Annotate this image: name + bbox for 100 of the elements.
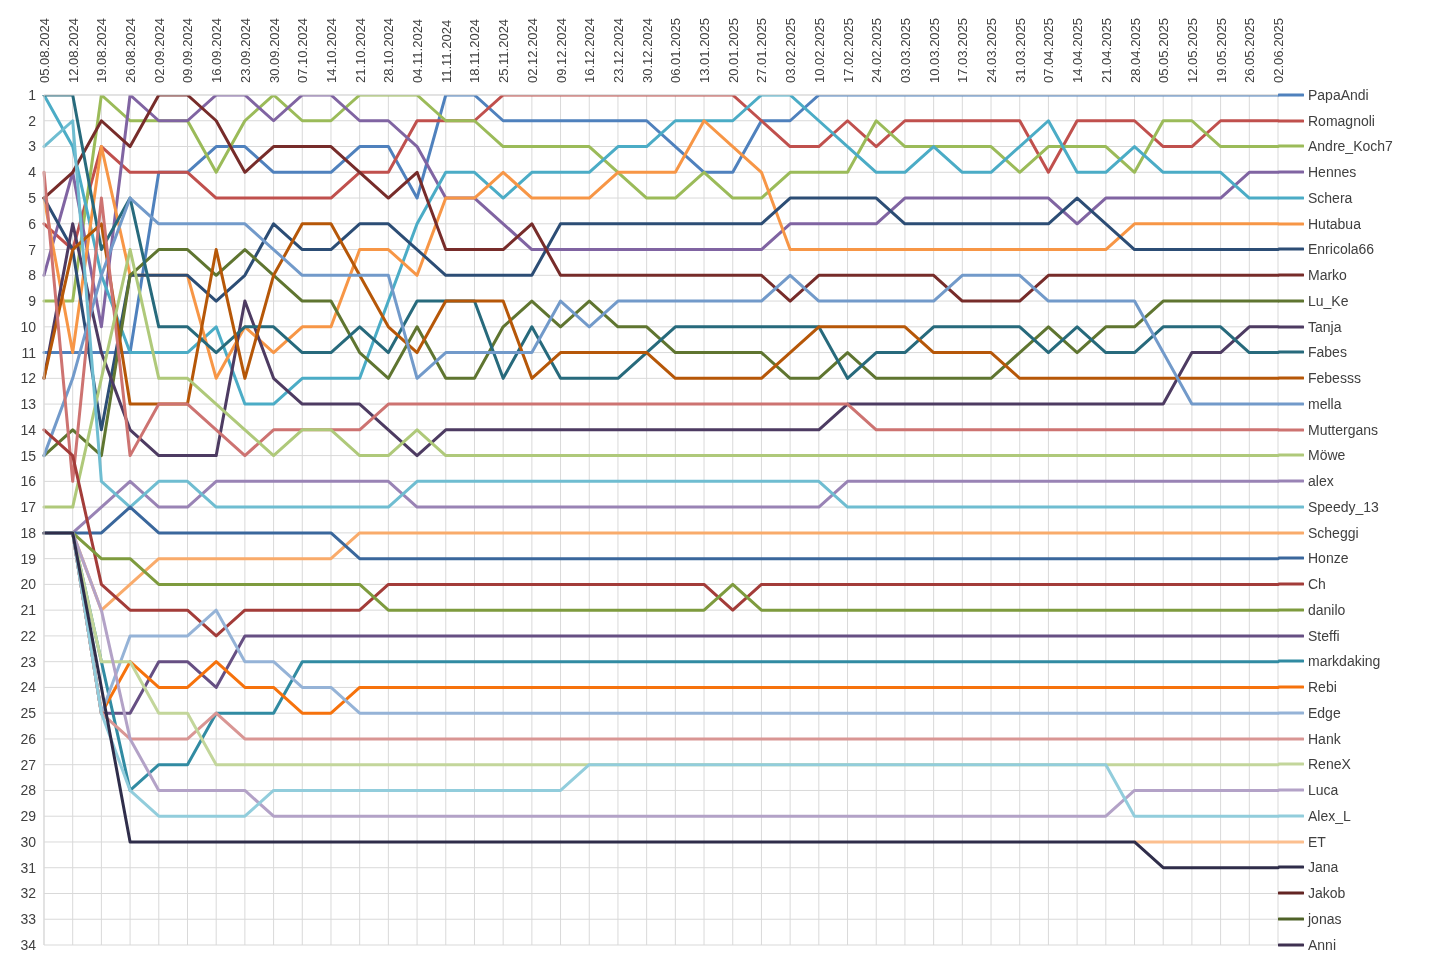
y-tick-label: 17 <box>20 499 37 516</box>
x-tick-label: 12.08.2024 <box>65 17 81 83</box>
x-tick-label: 19.08.2024 <box>94 17 110 83</box>
y-tick-label: 23 <box>20 653 37 670</box>
legend-label: PapaAndi <box>1308 86 1369 103</box>
y-tick-label: 30 <box>20 833 37 850</box>
y-tick-label: 4 <box>28 164 37 181</box>
x-tick-label: 28.04.2025 <box>1127 17 1143 83</box>
y-tick-label: 13 <box>20 396 37 413</box>
legend-label: Andre_Koch7 <box>1308 138 1393 155</box>
x-tick-label: 02.09.2024 <box>151 17 167 83</box>
y-tick-label: 16 <box>20 473 37 490</box>
x-tick-label: 05.05.2025 <box>1156 17 1172 83</box>
x-tick-label: 26.05.2025 <box>1242 17 1258 83</box>
legend-label: Luca <box>1308 782 1339 799</box>
x-tick-label: 16.12.2024 <box>582 17 598 83</box>
y-tick-label: 12 <box>20 370 37 387</box>
y-tick-label: 8 <box>28 267 37 284</box>
y-tick-label: 3 <box>28 138 37 155</box>
legend-label: jonas <box>1308 910 1342 927</box>
legend-label: Steffi <box>1308 627 1340 644</box>
legend-label: Lu_Ke <box>1308 292 1349 309</box>
y-tick-label: 10 <box>20 318 37 335</box>
legend-label: Honze <box>1308 550 1349 567</box>
y-tick-label: 21 <box>20 602 37 619</box>
y-tick-label: 22 <box>20 627 37 644</box>
y-tick-label: 2 <box>28 112 37 129</box>
y-tick-label: 27 <box>20 756 37 773</box>
x-tick-label: 07.10.2024 <box>295 17 311 83</box>
x-tick-label: 24.03.2025 <box>984 17 1000 83</box>
x-tick-label: 07.04.2025 <box>1041 17 1057 83</box>
legend-label: Alex_L <box>1308 807 1351 824</box>
y-tick-label: 5 <box>28 190 37 206</box>
legend-label: Jakob <box>1308 885 1346 902</box>
legend-label: danilo <box>1308 601 1346 618</box>
x-tick-label: 18.11.2024 <box>467 18 483 83</box>
y-tick-label: 14 <box>20 421 37 438</box>
x-tick-label: 16.09.2024 <box>209 17 225 83</box>
legend-label: Marko <box>1308 267 1347 284</box>
x-tick-label: 31.03.2025 <box>1012 17 1028 83</box>
x-tick-label: 30.09.2024 <box>266 17 282 83</box>
x-tick-label: 17.02.2025 <box>840 17 856 83</box>
x-tick-label: 27.01.2025 <box>754 17 770 83</box>
x-tick-label: 04.11.2024 <box>410 18 426 83</box>
x-tick-label: 09.09.2024 <box>180 17 196 83</box>
x-tick-label: 28.10.2024 <box>381 17 397 83</box>
legend-label: Edge <box>1308 704 1341 721</box>
x-tick-label: 03.03.2025 <box>897 17 913 83</box>
y-tick-label: 29 <box>20 808 37 825</box>
x-tick-label: 10.03.2025 <box>926 17 942 83</box>
x-tick-label: 14.04.2025 <box>1070 17 1086 83</box>
x-tick-label: 23.12.2024 <box>610 17 626 83</box>
y-tick-label: 33 <box>20 911 37 928</box>
legend-label: Romagnoli <box>1308 112 1375 129</box>
x-tick-label: 21.04.2025 <box>1098 17 1114 83</box>
legend-label: Anni <box>1308 936 1337 953</box>
legend-label: Hutabua <box>1308 215 1361 232</box>
y-tick-label: 34 <box>20 936 37 953</box>
y-tick-label: 24 <box>20 679 37 696</box>
legend-label: Hank <box>1308 730 1341 747</box>
y-tick-label: 31 <box>20 859 37 876</box>
y-tick-label: 32 <box>20 885 37 902</box>
legend-label: Speedy_13 <box>1308 498 1379 515</box>
x-tick-label: 10.02.2025 <box>811 17 827 83</box>
legend-label: Tanja <box>1308 318 1342 335</box>
y-tick-label: 15 <box>20 447 37 464</box>
legend-label: Rebi <box>1308 679 1337 696</box>
x-tick-label: 13.01.2025 <box>697 17 713 83</box>
legend-label: Ch <box>1308 576 1326 593</box>
legend-label: Enricola66 <box>1308 241 1375 258</box>
legend-label: markdaking <box>1308 653 1381 670</box>
x-tick-label: 20.01.2025 <box>725 17 741 83</box>
y-tick-label: 20 <box>20 576 37 593</box>
x-tick-label: 24.02.2025 <box>869 17 885 83</box>
x-tick-label: 02.12.2024 <box>524 17 540 83</box>
legend-label: Muttergans <box>1308 421 1379 438</box>
x-tick-label: 25.11.2024 <box>496 18 512 83</box>
y-tick-label: 11 <box>21 344 37 361</box>
y-tick-label: 18 <box>20 524 37 541</box>
legend-label: ET <box>1308 833 1326 850</box>
y-tick-label: 7 <box>28 241 37 258</box>
x-tick-label: 30.12.2024 <box>639 17 655 83</box>
x-tick-label: 09.12.2024 <box>553 17 569 83</box>
legend-label: ReneX <box>1308 756 1351 773</box>
x-tick-label: 14.10.2024 <box>323 17 339 83</box>
x-tick-label: 26.08.2024 <box>123 17 139 83</box>
x-tick-label: 02.06.2025 <box>1271 17 1286 83</box>
x-tick-label: 03.02.2025 <box>783 17 799 83</box>
legend-label: Schera <box>1308 189 1353 206</box>
y-tick-label: 28 <box>20 782 37 799</box>
y-tick-label: 9 <box>28 293 37 310</box>
x-tick-label: 17.03.2025 <box>955 17 971 83</box>
y-tick-label: 1 <box>28 86 37 103</box>
y-tick-label: 6 <box>28 215 37 232</box>
x-tick-label: 05.08.2024 <box>37 17 52 83</box>
y-tick-label: 26 <box>20 730 37 747</box>
x-tick-label: 19.05.2025 <box>1213 17 1229 83</box>
x-tick-label: 21.10.2024 <box>352 17 368 83</box>
legend-label: Scheggi <box>1308 524 1359 541</box>
y-tick-label: 25 <box>20 705 37 722</box>
